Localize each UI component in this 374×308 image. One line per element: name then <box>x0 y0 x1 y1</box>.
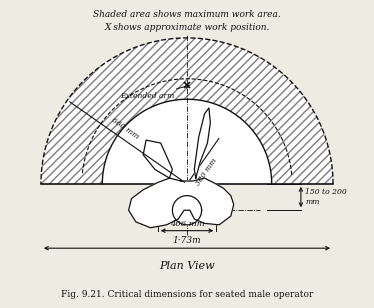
Text: 406 mm: 406 mm <box>170 220 204 228</box>
Text: 1·73m: 1·73m <box>173 236 201 245</box>
Text: Plan View: Plan View <box>159 261 215 271</box>
Text: X shows approximate work position.: X shows approximate work position. <box>104 23 270 32</box>
Text: 380 mm: 380 mm <box>194 157 218 187</box>
Polygon shape <box>102 99 272 184</box>
Text: Extended arm: Extended arm <box>120 85 189 100</box>
Text: 150 to 200
mm: 150 to 200 mm <box>305 188 347 206</box>
Polygon shape <box>129 178 234 228</box>
Text: Shaded area shows maximum work area.: Shaded area shows maximum work area. <box>93 10 281 19</box>
Text: Fig. 9.21. Critical dimensions for seated male operator: Fig. 9.21. Critical dimensions for seate… <box>61 290 313 299</box>
Polygon shape <box>143 140 172 178</box>
Polygon shape <box>41 38 333 184</box>
Polygon shape <box>194 108 210 178</box>
Text: 660 mm: 660 mm <box>110 116 140 140</box>
Polygon shape <box>172 196 202 225</box>
